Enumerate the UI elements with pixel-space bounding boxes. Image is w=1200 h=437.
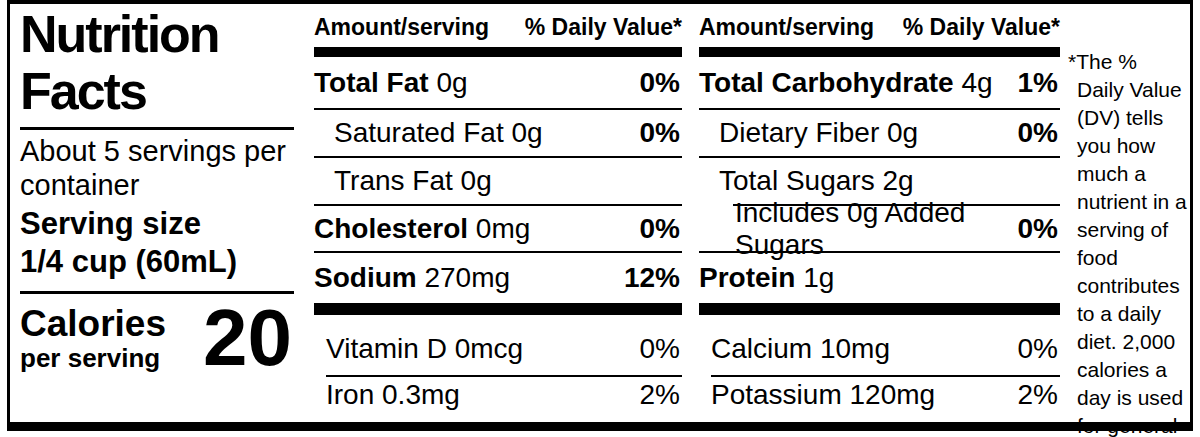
- amount-serving-header: Amount/serving: [314, 14, 489, 41]
- nutrient-name: Total Carbohydrate: [699, 67, 954, 98]
- daily-value-percent: 12%: [624, 262, 680, 294]
- nutrient-row-iron: Iron 0.3mg 2%: [314, 377, 682, 417]
- daily-value-percent: 0%: [1018, 213, 1058, 245]
- nutrient-row-total-fat: Total Fat 0g 0%: [314, 57, 682, 108]
- nutrient-row-saturated-fat: Saturated Fat 0g 0%: [314, 110, 682, 156]
- nutrient-row-sodium: Sodium 270mg 12%: [314, 253, 682, 303]
- nutrient-amount: 0.3mg: [382, 379, 460, 410]
- nutrient-name: Saturated Fat: [334, 117, 504, 148]
- nutrient-amount: 270mg: [424, 262, 510, 293]
- nutrient-column-1: Amount/serving % Daily Value* Total Fat …: [314, 4, 682, 422]
- daily-value-footnote: *The % Daily Value (DV) tells you how mu…: [1060, 4, 1190, 422]
- nutrient-amount: 4g: [961, 67, 992, 98]
- calories-value: 20: [203, 302, 292, 374]
- daily-value-percent: 2%: [1018, 379, 1058, 411]
- section-bar: [699, 47, 1060, 57]
- footnote-text: *The % Daily Value (DV) tells you how mu…: [1068, 48, 1188, 437]
- nutrient-amount: 2g: [882, 165, 913, 196]
- nutrient-column-2: Amount/serving % Daily Value* Total Carb…: [699, 4, 1060, 422]
- nutrient-amount: 1g: [803, 262, 834, 293]
- serving-size-label: Serving size: [20, 205, 294, 243]
- nutrient-row-trans-fat: Trans Fat 0g: [314, 158, 682, 204]
- column-header: Amount/serving % Daily Value*: [699, 4, 1060, 47]
- daily-value-percent: 2%: [640, 379, 680, 411]
- serving-size-value: 1/4 cup (60mL): [20, 243, 294, 281]
- nutrient-name: Trans Fat: [334, 165, 453, 196]
- nutrient-row-vitamin-d: Vitamin D 0mcg 0%: [314, 315, 682, 375]
- label-left-panel: Nutrition Facts About 5 servings per con…: [10, 4, 298, 422]
- nutrient-name: Potassium: [711, 379, 842, 410]
- nutrient-row-calcium: Calcium 10mg 0%: [699, 315, 1060, 375]
- nutrient-amount: 10mg: [820, 333, 890, 364]
- daily-value-percent: 0%: [1018, 333, 1058, 365]
- nutrient-name: Cholesterol: [314, 213, 468, 244]
- nutrient-name: Total Sugars: [719, 165, 875, 196]
- calories-row: Calories per serving 20: [20, 302, 294, 374]
- section-bar: [314, 47, 682, 57]
- daily-value-percent: 0%: [640, 67, 680, 99]
- nutrient-name: Dietary Fiber: [719, 117, 879, 148]
- daily-value-header: % Daily Value*: [903, 14, 1060, 41]
- section-bar: [699, 303, 1060, 315]
- nutrient-amount: 0mcg: [455, 333, 523, 364]
- nutrition-facts-label: Nutrition Facts About 5 servings per con…: [7, 0, 1193, 431]
- nutrient-row-total-carbohydrate: Total Carbohydrate 4g 1%: [699, 57, 1060, 108]
- daily-value-percent: 0%: [640, 117, 680, 149]
- nutrient-amount: 0g: [511, 117, 542, 148]
- nutrient-amount: 0g: [436, 67, 467, 98]
- nutrient-row-protein: Protein 1g: [699, 253, 1060, 303]
- nutrient-name: Total Fat: [314, 67, 429, 98]
- daily-value-header: % Daily Value*: [525, 14, 682, 41]
- separator-rule: [20, 127, 294, 130]
- section-bar: [314, 303, 682, 315]
- nutrient-amount: 0g: [461, 165, 492, 196]
- daily-value-percent: 0%: [640, 333, 680, 365]
- nutrient-row-potassium: Potassium 120mg 2%: [699, 377, 1060, 417]
- nutrient-name: Vitamin D: [326, 333, 447, 364]
- amount-serving-header: Amount/serving: [699, 14, 874, 41]
- servings-per-container: About 5 servings per container: [20, 134, 294, 202]
- nutrient-name: Protein: [699, 262, 795, 293]
- nutrient-amount: 0g: [887, 117, 918, 148]
- nutrient-amount: 0mg: [476, 213, 530, 244]
- nutrient-row-cholesterol: Cholesterol 0mg 0%: [314, 206, 682, 251]
- column-header: Amount/serving % Daily Value*: [314, 4, 682, 47]
- nutrient-name: Sodium: [314, 262, 417, 293]
- nutrient-row-added-sugars: Includes 0g Added Sugars 0%: [699, 206, 1060, 251]
- daily-value-percent: 1%: [1018, 67, 1058, 99]
- daily-value-percent: 0%: [640, 213, 680, 245]
- calories-label: Calories: [20, 304, 166, 344]
- daily-value-percent: 0%: [1018, 117, 1058, 149]
- nutrient-row-dietary-fiber: Dietary Fiber 0g 0%: [699, 110, 1060, 156]
- nutrient-amount: 120mg: [850, 379, 936, 410]
- nutrition-facts-title: Nutrition Facts: [20, 6, 294, 120]
- nutrient-name: Iron: [326, 379, 374, 410]
- nutrient-name: Calcium: [711, 333, 812, 364]
- calories-sublabel: per serving: [20, 344, 166, 372]
